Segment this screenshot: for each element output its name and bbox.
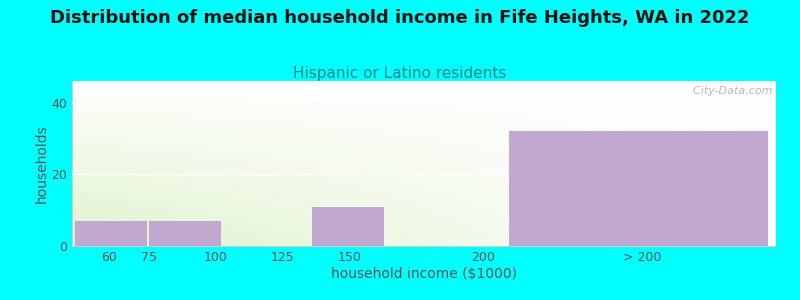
Y-axis label: households: households bbox=[34, 124, 49, 203]
Text: Distribution of median household income in Fife Heights, WA in 2022: Distribution of median household income … bbox=[50, 9, 750, 27]
Bar bbox=[510, 131, 768, 246]
Bar bbox=[312, 206, 384, 246]
Bar bbox=[150, 221, 222, 246]
Text: City-Data.com: City-Data.com bbox=[686, 86, 773, 96]
X-axis label: household income ($1000): household income ($1000) bbox=[331, 267, 517, 280]
Text: Hispanic or Latino residents: Hispanic or Latino residents bbox=[294, 66, 506, 81]
Bar bbox=[74, 221, 146, 246]
